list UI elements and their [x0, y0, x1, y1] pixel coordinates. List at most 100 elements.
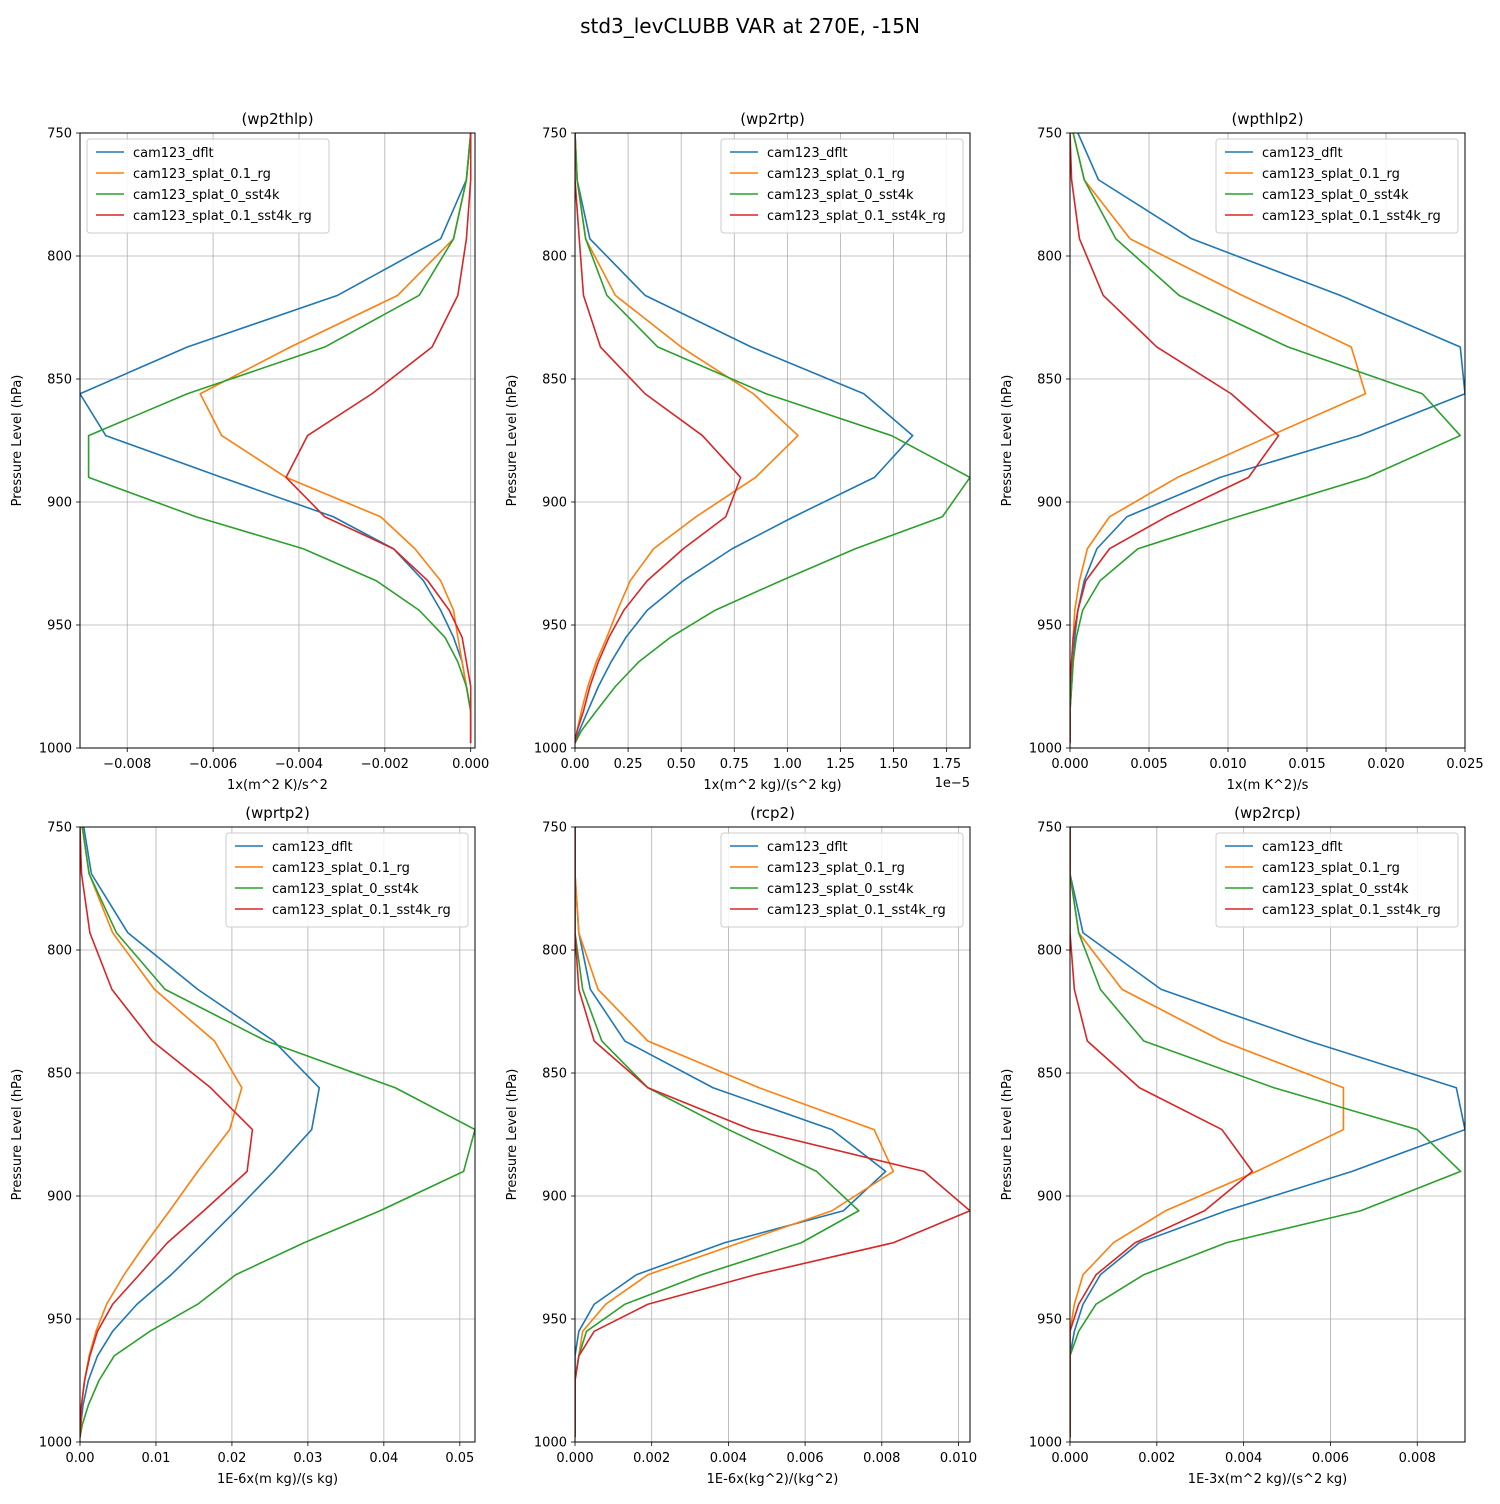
- legend-label: cam123_splat_0_sst4k: [1262, 882, 1409, 897]
- y-axis-label: Pressure Level (hPa): [10, 375, 25, 507]
- x-tick-label: 0.020: [1367, 757, 1404, 772]
- legend-label: cam123_splat_0.1_rg: [1262, 167, 1400, 182]
- x-tick-label: 0.015: [1288, 757, 1325, 772]
- series-line-cam123_splat_0.1_sst4k_rg: [285, 133, 472, 744]
- y-tick-label: 850: [1037, 1067, 1062, 1082]
- series-line-cam123_splat_0_sst4k: [575, 133, 970, 744]
- x-tick-label: 0.010: [1209, 757, 1246, 772]
- y-tick-label: 900: [1037, 496, 1062, 511]
- x-tick-label: 0.02: [217, 1451, 246, 1466]
- series-line-cam123_splat_0.1_rg: [575, 133, 799, 744]
- x-tick-label: 0.00: [561, 757, 590, 772]
- legend-label: cam123_dflt: [133, 146, 214, 161]
- x-tick-label: 0.004: [1225, 1451, 1262, 1466]
- y-tick-label: 950: [542, 1313, 567, 1328]
- legend-label: cam123_splat_0.1_rg: [767, 167, 905, 182]
- legend: cam123_dflt cam123_splat_0.1_rg cam123_spl…: [1215, 138, 1459, 234]
- series-lines: [1070, 827, 1465, 1438]
- y-tick-label: 1000: [534, 1436, 567, 1451]
- legend-label: cam123_splat_0.1_sst4k_rg: [1262, 209, 1441, 224]
- x-tick-label: 0.00: [66, 1451, 95, 1466]
- y-tick-label: 1000: [1029, 742, 1062, 757]
- legend: cam123_dflt cam123_splat_0.1_rg cam123_spl…: [1215, 832, 1459, 928]
- y-tick-label: 900: [542, 1190, 567, 1205]
- axes-frame: [1069, 826, 1466, 1443]
- y-tick-label: 800: [1037, 250, 1062, 265]
- subplot-title: (wpthlp2): [1231, 110, 1303, 128]
- legend-label: cam123_splat_0_sst4k: [1262, 188, 1409, 203]
- legend-label: cam123_splat_0.1_rg: [272, 861, 410, 876]
- x-axis-label: 1x(m^2 kg)/(s^2 kg): [703, 778, 841, 793]
- figure-title: std3_levCLUBB VAR at 270E, -15N: [580, 14, 920, 38]
- series-line-cam123_dflt: [575, 133, 914, 744]
- x-tick-label: 0.008: [863, 1451, 900, 1466]
- legend-label: cam123_splat_0.1_rg: [767, 861, 905, 876]
- subplot-title: (wp2rtp): [740, 110, 805, 128]
- legend: cam123_dflt cam123_splat_0.1_rg cam123_spl…: [720, 138, 964, 234]
- legend-box: [1215, 832, 1459, 928]
- series-line-cam123_splat_0.1_sst4k_rg: [1070, 827, 1254, 1438]
- series-line-cam123_splat_0_sst4k: [80, 827, 475, 1438]
- x-tick-label: 0.000: [452, 757, 489, 772]
- x-tick-label: 0.04: [369, 1451, 398, 1466]
- x-tick-label: 1.25: [826, 757, 855, 772]
- x-tick-label: 0.005: [1130, 757, 1167, 772]
- x-axis-label: 1x(m K^2)/s: [1227, 778, 1309, 793]
- axes-frame: [79, 826, 476, 1443]
- x-tick-label: 0.025: [1446, 757, 1483, 772]
- y-axis-label: Pressure Level (hPa): [10, 1069, 25, 1201]
- x-tick-label: −0.002: [361, 757, 409, 772]
- y-tick-label: 900: [542, 496, 567, 511]
- subplot-wp2rtp: 0.00 0.25 0.50 0.75 1.00 1.25 1.50 1.75 750 800 85…: [505, 110, 971, 793]
- y-tick-label: 1000: [534, 742, 567, 757]
- legend-label: cam123_dflt: [1262, 146, 1343, 161]
- x-tick-label: 0.008: [1399, 1451, 1436, 1466]
- subplot-title: (wprtp2): [245, 804, 310, 822]
- series-lines: [80, 133, 472, 744]
- series-lines: [1070, 133, 1465, 744]
- series-lines: [575, 133, 970, 744]
- legend: cam123_dflt cam123_splat_0.1_rg cam123_spl…: [86, 138, 330, 234]
- legend-label: cam123_splat_0.1_sst4k_rg: [272, 903, 451, 918]
- x-tick-label: 1.75: [932, 757, 961, 772]
- y-tick-label: 850: [542, 1067, 567, 1082]
- legend-label: cam123_splat_0_sst4k: [272, 882, 419, 897]
- axes-frame: [79, 132, 476, 749]
- subplot-wpthlp2: 0.000 0.005 0.010 0.015 0.020 0.025 750 800 850 9…: [1000, 110, 1484, 793]
- legend-label: cam123_dflt: [1262, 840, 1343, 855]
- y-tick-label: 750: [542, 127, 567, 142]
- y-tick-label: 750: [47, 821, 72, 836]
- x-offset-text: 1e−5: [935, 776, 970, 791]
- y-tick-label: 900: [47, 1190, 72, 1205]
- legend-label: cam123_dflt: [272, 840, 353, 855]
- x-tick-label: 0.05: [445, 1451, 474, 1466]
- x-tick-label: 0.000: [556, 1451, 593, 1466]
- series-line-cam123_splat_0.1_sst4k_rg: [80, 827, 254, 1438]
- series-line-cam123_splat_0.1_sst4k_rg: [1070, 133, 1280, 744]
- y-tick-label: 800: [47, 250, 72, 265]
- y-tick-label: 1000: [39, 1436, 72, 1451]
- y-tick-label: 950: [47, 1313, 72, 1328]
- y-tick-label: 850: [47, 373, 72, 388]
- axes-frame: [574, 132, 971, 749]
- x-tick-label: 0.25: [614, 757, 643, 772]
- y-axis-label: Pressure Level (hPa): [1000, 1069, 1015, 1201]
- x-tick-label: −0.006: [189, 757, 237, 772]
- series-line-cam123_splat_0_sst4k: [1070, 133, 1462, 744]
- axes-frame: [1069, 132, 1466, 749]
- x-tick-label: 0.000: [1051, 1451, 1088, 1466]
- x-tick-label: 0.002: [633, 1451, 670, 1466]
- subplot-title: (wp2rcp): [1234, 804, 1301, 822]
- x-axis-label: 1E-6x(kg^2)/(kg^2): [707, 1472, 839, 1487]
- legend-label: cam123_splat_0.1_rg: [133, 167, 271, 182]
- y-tick-label: 950: [47, 619, 72, 634]
- y-tick-label: 1000: [39, 742, 72, 757]
- legend-box: [720, 138, 964, 234]
- y-tick-label: 800: [47, 944, 72, 959]
- y-tick-label: 850: [1037, 373, 1062, 388]
- series-line-cam123_splat_0_sst4k: [575, 827, 860, 1438]
- y-tick-label: 800: [1037, 944, 1062, 959]
- x-tick-label: −0.004: [275, 757, 323, 772]
- x-axis-label: 1E-6x(m kg)/(s kg): [217, 1472, 338, 1487]
